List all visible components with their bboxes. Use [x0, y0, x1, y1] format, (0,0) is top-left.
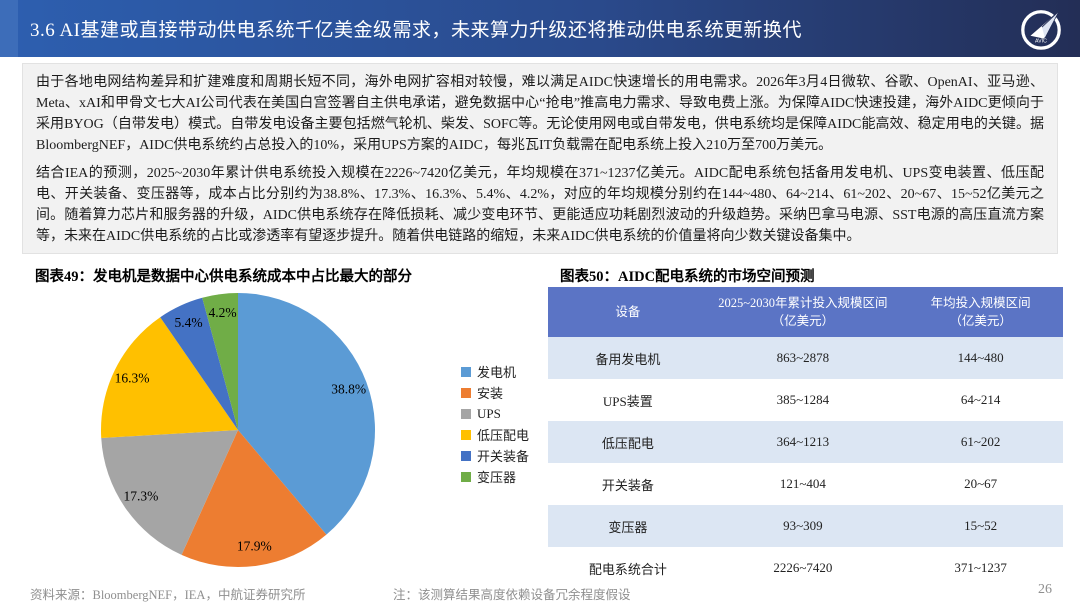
pie-slice-2	[101, 430, 238, 555]
table-cell: 开关装备	[601, 477, 654, 493]
figure49-caption: 图表49：发电机是数据中心供电系统成本中占比最大的部分	[35, 269, 412, 285]
legend-swatch-icon	[461, 408, 471, 419]
legend-swatch-icon	[461, 450, 471, 461]
table-cell: 低压配电	[601, 435, 654, 451]
legend-item-2: UPS	[461, 403, 529, 424]
legend-label: 安装	[477, 386, 504, 401]
table-header-row: 设备 2025~2030年累计投入规模区间 （亿美元） 年均投入规模区间 （亿美元）	[548, 287, 1063, 338]
table-cell: 371~1237	[954, 560, 1007, 576]
paragraph-2: 结合IEA的预测，2025~2030年累计供电系统投入规模在2226~7420亿…	[36, 166, 1044, 244]
assumption-note: 注：该测算结果高度依赖设备冗余程度假设	[393, 588, 631, 602]
body-text-panel: 由于各地电网结构差异和扩建难度和周期长短不同，海外电网扩容相对较慢，难以满足AI…	[22, 63, 1058, 254]
table-cell: 144~480	[957, 350, 1004, 366]
legend-label: 开关装备	[477, 449, 530, 464]
legend-item-0: 发电机	[461, 361, 529, 382]
paper-plane-logo-icon: AVIC	[1021, 9, 1061, 50]
table-row: UPS装置 385~1284 64~214	[548, 379, 1063, 422]
table-row: 配电系统合计 2226~7420 371~1237	[548, 547, 1063, 590]
pie-slice-1	[181, 430, 327, 568]
legend-swatch-icon	[461, 471, 471, 482]
table-cell: 93~309	[783, 518, 823, 534]
avic-logo-icon: AVIC	[1018, 6, 1064, 52]
table-cell: UPS装置	[602, 393, 653, 409]
table-cell: 64~214	[960, 392, 1001, 408]
table-cell: 15~52	[964, 518, 998, 534]
pie-slice-0	[238, 293, 375, 535]
table-row: 备用发电机 863~2878 144~480	[548, 337, 1063, 380]
pie-slice-5	[202, 293, 238, 430]
table-header-cell: 2025~2030年累计投入规模区间 （亿美元）	[707, 287, 899, 338]
table-cell: 备用发电机	[595, 351, 661, 367]
table-row: 变压器 93~309 15~52	[548, 505, 1063, 548]
market-table-head: 设备 2025~2030年累计投入规模区间 （亿美元） 年均投入规模区间 （亿美元）	[548, 287, 1063, 338]
legend-label: 低压配电	[477, 428, 530, 443]
legend-label: 发电机	[477, 365, 517, 380]
table-cell: 385~1284	[776, 392, 830, 408]
table-cell: 20~67	[964, 476, 998, 492]
table-row: 低压配电 364~1213 61~202	[548, 421, 1063, 464]
legend-item-4: 开关装备	[461, 445, 529, 466]
svg-text:AVIC: AVIC	[1035, 38, 1047, 44]
legend-swatch-icon	[461, 387, 471, 398]
pie-slice-label-3: 16.3%	[115, 370, 150, 385]
header-accent-strip	[0, 0, 18, 57]
legend-swatch-icon	[461, 429, 471, 440]
table-cell: 121~404	[779, 476, 826, 492]
page-title: 3.6 AI基建或直接带动供电系统千亿美金级需求，未来算力升级还将推动供电系统更…	[30, 20, 803, 41]
table-header-cell: 年均投入规模区间 （亿美元）	[898, 287, 1063, 338]
pie-slice-label-2: 17.3%	[123, 489, 158, 504]
legend-label: 变压器	[477, 470, 517, 485]
page-number: 26	[1038, 582, 1052, 597]
pie-slice-label-0: 38.8%	[331, 382, 366, 397]
pie-slice-label-4: 5.4%	[174, 315, 202, 330]
market-table-body: 备用发电机 863~2878 144~480 UPS装置 385~1284 64~214 低…	[548, 337, 1063, 590]
legend-swatch-icon	[461, 366, 471, 377]
table-row: 开关装备 121~404 20~67	[548, 463, 1063, 506]
table-cell: 2226~7420	[773, 560, 833, 576]
legend-label: UPS	[477, 405, 501, 421]
pie-slice-label-5: 4.2%	[208, 305, 236, 320]
legend-item-3: 低压配电	[461, 424, 529, 445]
figure50-caption: 图表50：AIDC配电系统的市场空间预测	[560, 269, 815, 285]
source-note: 资料来源：BloombergNEF，IEA，中航证券研究所	[30, 588, 306, 602]
legend-item-1: 安装	[461, 382, 529, 403]
table-cell: 变压器	[608, 519, 648, 535]
pie-slice-label-1: 17.9%	[237, 539, 272, 554]
table-cell: 配电系统合计	[588, 561, 667, 577]
table-cell: 863~2878	[776, 350, 830, 366]
header-bar: 3.6 AI基建或直接带动供电系统千亿美金级需求，未来算力升级还将推动供电系统更…	[0, 0, 1080, 57]
legend-item-5: 变压器	[461, 466, 529, 487]
pie-slice-3	[100, 317, 238, 438]
paragraph-1: 由于各地电网结构差异和扩建难度和周期长短不同，海外电网扩容相对较慢，难以满足AI…	[36, 75, 1044, 153]
table-header-cell: 设备	[548, 287, 708, 338]
pie-slice-4	[160, 297, 238, 430]
pie-chart: 38.8% 17.9% 17.3% 16.3% 5.4% 4.2%	[100, 293, 375, 568]
table-cell: 61~202	[960, 434, 1001, 450]
market-table: 设备 2025~2030年累计投入规模区间 （亿美元） 年均投入规模区间 （亿美元） 备…	[548, 287, 1063, 590]
table-cell: 364~1213	[776, 434, 830, 450]
pie-legend: 发电机安装 UPS 低压配电开关装备变压器	[461, 361, 529, 487]
